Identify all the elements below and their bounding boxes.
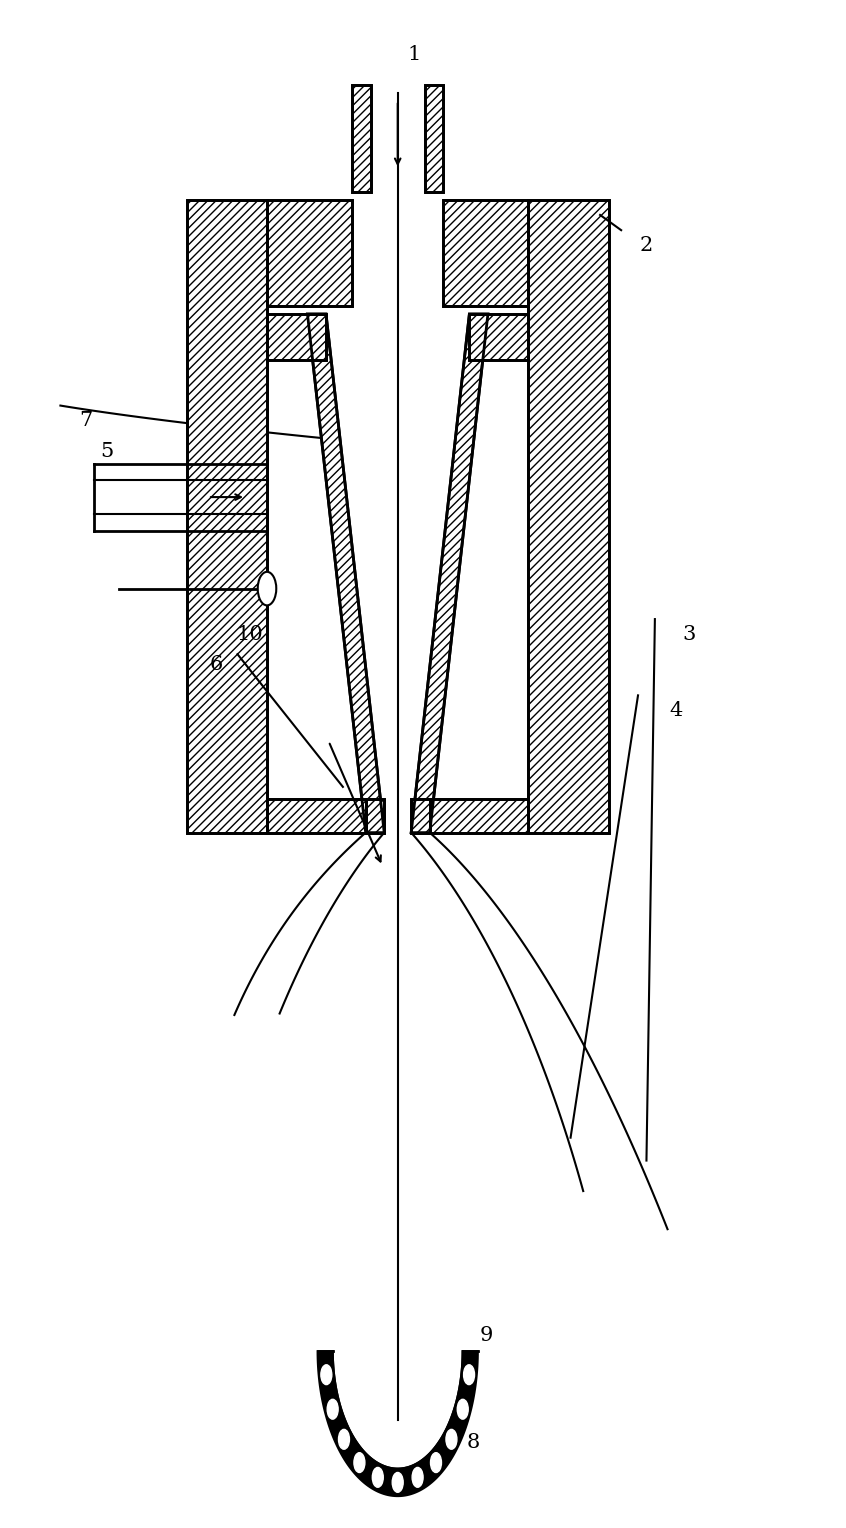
Polygon shape: [307, 315, 384, 833]
Polygon shape: [352, 86, 371, 193]
Polygon shape: [411, 315, 488, 833]
Text: 8: 8: [467, 1433, 481, 1452]
Polygon shape: [267, 799, 365, 833]
Polygon shape: [317, 1351, 478, 1496]
Circle shape: [431, 1453, 442, 1473]
Text: 10: 10: [237, 625, 263, 643]
Circle shape: [327, 1400, 338, 1420]
Text: 6: 6: [210, 656, 223, 674]
Text: 3: 3: [682, 625, 695, 643]
Polygon shape: [365, 799, 384, 833]
Circle shape: [321, 1365, 332, 1384]
Circle shape: [338, 1429, 349, 1449]
Circle shape: [457, 1400, 468, 1420]
Circle shape: [446, 1429, 457, 1449]
Text: 2: 2: [640, 235, 653, 255]
Circle shape: [393, 1473, 404, 1493]
Polygon shape: [411, 799, 430, 833]
Circle shape: [258, 571, 277, 605]
Polygon shape: [425, 86, 443, 193]
Polygon shape: [443, 200, 529, 307]
Polygon shape: [267, 200, 352, 307]
Polygon shape: [187, 200, 267, 833]
Text: 4: 4: [669, 701, 683, 720]
Text: 5: 5: [100, 442, 113, 461]
Polygon shape: [267, 315, 326, 359]
Polygon shape: [470, 315, 529, 359]
Text: 1: 1: [408, 46, 421, 64]
Text: 9: 9: [480, 1326, 493, 1346]
Polygon shape: [529, 200, 608, 833]
Circle shape: [354, 1453, 365, 1473]
Text: 7: 7: [79, 411, 92, 431]
Polygon shape: [430, 799, 529, 833]
Circle shape: [464, 1365, 475, 1384]
Circle shape: [412, 1467, 423, 1487]
Circle shape: [372, 1467, 383, 1487]
